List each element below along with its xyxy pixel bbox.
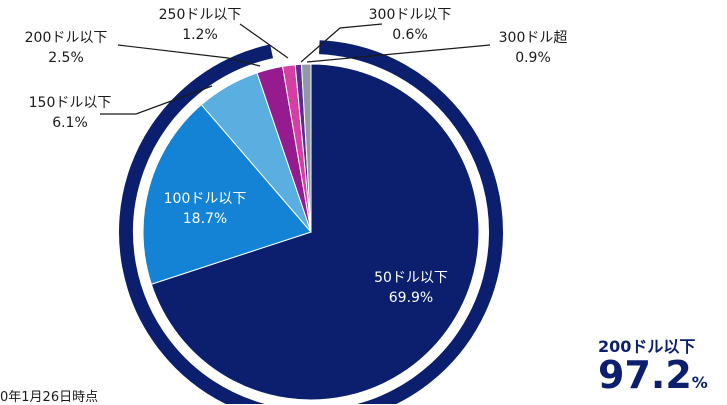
- slice-category-label: 200ドル以下: [25, 30, 108, 46]
- pie-slice: [142, 103, 312, 285]
- slice-category-label: 50ドル以下: [374, 270, 448, 286]
- pie-slice: [300, 63, 312, 233]
- cumulative-value: 97.2: [598, 353, 692, 397]
- slice-value-label: 6.1%: [52, 115, 88, 131]
- slice-value-label: 69.9%: [389, 290, 433, 306]
- highlight-ring: [119, 40, 503, 404]
- slice-value-label: 2.5%: [48, 50, 84, 66]
- slice-value-label: 1.2%: [182, 27, 218, 43]
- cumulative-label: 200ドル以下: [598, 337, 696, 356]
- slice-category-label: 100ドル以下: [164, 191, 247, 207]
- slice-category-label: 300ドル以下: [369, 7, 452, 23]
- slice-value-label: 18.7%: [183, 211, 227, 227]
- leader-line: [306, 44, 491, 63]
- slice-value-label: 0.9%: [515, 50, 551, 66]
- slice-category-label: 150ドル以下: [29, 95, 112, 111]
- cumulative-unit: %: [691, 373, 708, 392]
- slice-category-label: 250ドル以下: [159, 7, 242, 23]
- leader-line: [239, 23, 289, 59]
- leader-line: [300, 23, 383, 63]
- leader-line: [117, 44, 261, 67]
- slice-value-label: 0.6%: [392, 27, 428, 43]
- as-of-note: 0年1月26日時点: [0, 390, 99, 405]
- leader-line: [100, 85, 213, 115]
- cumulative-callout: 200ドル以下 97.2%: [598, 333, 708, 397]
- pie-slice: [150, 63, 480, 401]
- slice-category-label: 300ドル超: [499, 30, 568, 46]
